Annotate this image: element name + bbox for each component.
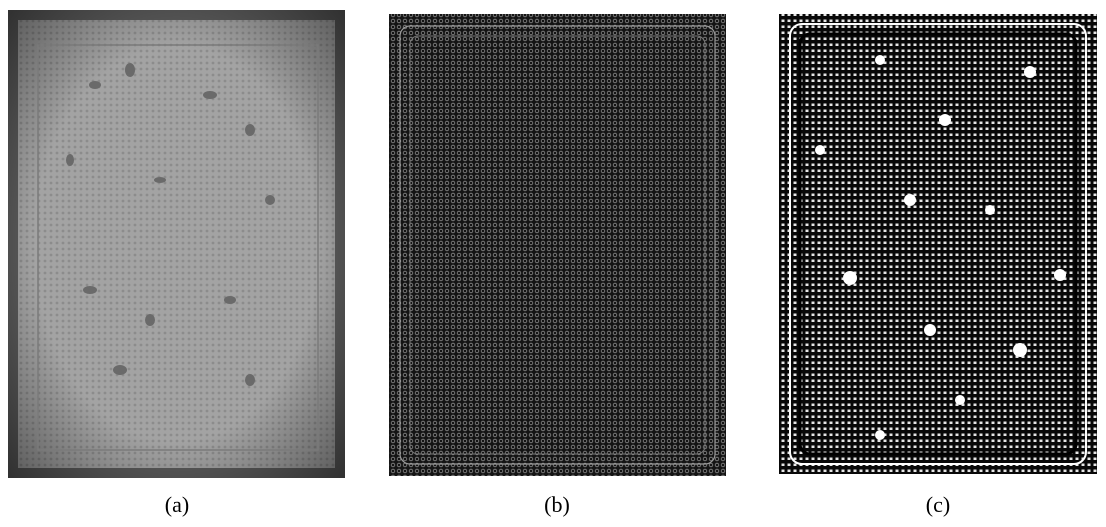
panel-a <box>8 10 345 478</box>
panel-c <box>779 14 1097 474</box>
image <box>389 14 726 476</box>
image <box>779 14 1097 474</box>
figure: (a) (b) (c) <box>0 0 1106 527</box>
caption: (a) <box>165 492 189 517</box>
caption: (b) <box>544 492 570 517</box>
vignette <box>8 10 345 478</box>
caption: (c) <box>926 492 950 517</box>
panel-b <box>389 14 726 476</box>
